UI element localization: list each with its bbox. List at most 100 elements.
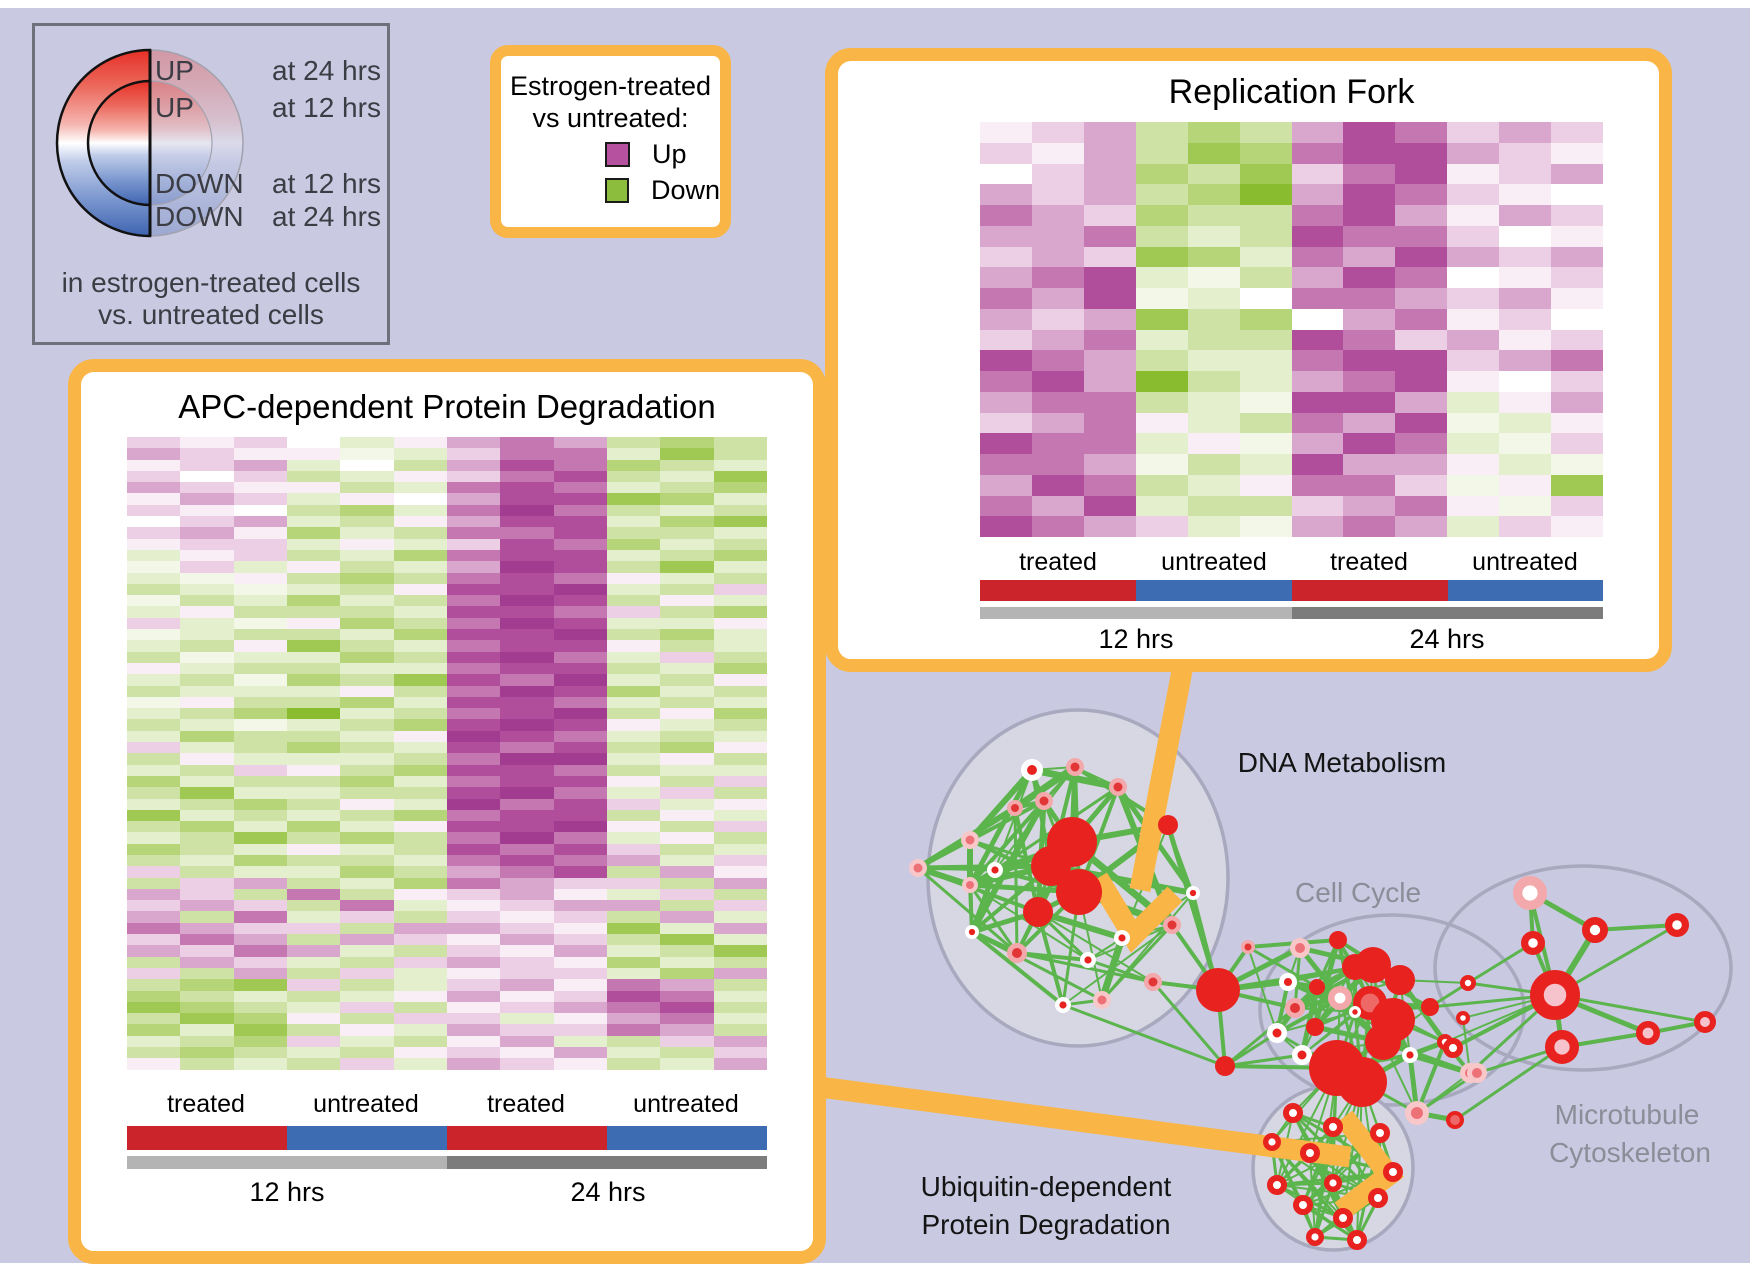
up-color-swatch: [605, 142, 630, 167]
heatmap-cell: [180, 674, 234, 686]
heatmap-cell: [500, 798, 554, 810]
heatmap-cell: [713, 1035, 767, 1048]
heatmap-cell: [1187, 184, 1240, 205]
heatmap-cell: [1447, 495, 1500, 517]
heatmap-cell: [500, 674, 554, 686]
heatmap-cell: [1499, 122, 1552, 143]
heatmap-cell: [180, 1047, 234, 1059]
heatmap-cell: [553, 459, 607, 471]
heatmap-cell: [500, 448, 554, 460]
network-node: [1520, 930, 1545, 955]
network-edge: [1313, 1182, 1335, 1238]
heatmap-cell: [606, 448, 661, 460]
heatmap-cell: [180, 572, 234, 584]
heatmap-cell: [340, 922, 394, 935]
heatmap-cell: [340, 832, 394, 844]
heatmap-cell: [393, 437, 447, 449]
heatmap-cell: [233, 809, 287, 822]
heatmap-cell: [606, 956, 661, 968]
heatmap-cell: [1083, 288, 1136, 309]
heatmap-cell: [1291, 329, 1344, 351]
heatmap-cell: [1135, 516, 1188, 537]
heatmap-cell: [980, 267, 1032, 288]
heatmap-row: [127, 493, 767, 505]
network-edge: [1037, 911, 1154, 983]
heatmap-cell: [446, 934, 501, 946]
replication-fork-title: Replication Fork: [1168, 73, 1415, 111]
network-edge: [1309, 1152, 1316, 1238]
network-edge: [1294, 1007, 1356, 1013]
heatmap-cell: [660, 448, 714, 460]
heatmap-cell: [1187, 391, 1240, 413]
heatmap-cell: [553, 967, 607, 980]
heatmap-cell: [233, 956, 287, 968]
heatmap-cell: [1343, 122, 1396, 143]
heatmap-cell: [233, 798, 287, 810]
heatmap-cell: [1083, 329, 1136, 351]
heatmap-cell: [127, 809, 181, 822]
heatmap-cell: [553, 470, 607, 483]
heatmap-cell: [500, 854, 554, 867]
heatmap-cell: [713, 832, 767, 844]
heatmap-cell: [660, 798, 714, 810]
heatmap-cell: [553, 493, 607, 505]
heatmap-cell: [1291, 184, 1344, 205]
heatmap-cell: [1239, 184, 1292, 205]
heatmap-cell: [713, 1058, 767, 1070]
heatmap-cell: [606, 1024, 661, 1036]
heatmap-cell: [1551, 474, 1604, 496]
heatmap-cell: [713, 482, 767, 494]
heatmap-cell: [660, 877, 714, 889]
heatmap-cell: [660, 470, 714, 483]
heatmap-cell: [180, 595, 234, 607]
heatmap-cell: [233, 843, 287, 855]
heatmap-row: [980, 225, 1604, 247]
heatmap-cell: [713, 979, 767, 991]
heatmap-cell: [606, 470, 661, 483]
heatmap-cell: [553, 448, 607, 460]
heatmap-cell: [233, 934, 287, 946]
heatmap-cell: [500, 617, 554, 630]
heatmap-cell: [1499, 412, 1552, 434]
heatmap-cell: [1499, 371, 1552, 392]
heatmap-cell: [286, 730, 341, 743]
heatmap-cell: [1031, 246, 1084, 268]
heatmap-cell: [660, 617, 714, 630]
heatmap-cell: [1291, 288, 1344, 309]
heatmap-cell: [286, 572, 341, 584]
heatmap-cell: [1187, 225, 1240, 247]
circle-legend-box: UP at 24 hrs UP at 12 hrs DOWN at 12 hrs…: [32, 23, 390, 345]
heatmap-cell: [446, 1035, 501, 1048]
heatmap-cell: [340, 549, 394, 562]
heatmap-cell: [1291, 412, 1344, 434]
heatmap-cell: [606, 696, 661, 709]
heatmap-cell: [1291, 371, 1344, 392]
heatmap-cell: [606, 1013, 661, 1025]
heatmap-cell: [180, 629, 234, 641]
heatmap-cell: [1239, 122, 1292, 143]
heatmap-cell: [1447, 454, 1500, 475]
rep-group-label-untreated-24: untreated: [1472, 548, 1578, 576]
heatmap-cell: [1551, 308, 1604, 330]
heatmap-cell: [1031, 412, 1084, 434]
heatmap-cell: [286, 956, 341, 968]
network-edge: [917, 866, 1018, 955]
heatmap-cell: [446, 764, 501, 776]
heatmap-cell: [660, 685, 714, 697]
heatmap-cell: [180, 1024, 234, 1036]
heatmap-cell: [233, 459, 287, 471]
heatmap-cell: [1239, 308, 1292, 330]
heatmap-cell: [1395, 225, 1448, 247]
heatmap-cell: [127, 640, 181, 652]
heatmap-cell: [446, 775, 501, 788]
heatmap-cell: [1083, 246, 1136, 268]
heatmap-cell: [606, 538, 661, 550]
heatmap-cell: [500, 1047, 554, 1059]
heatmap-cell: [660, 595, 714, 607]
heatmap-cell: [286, 854, 341, 867]
heatmap-cell: [1031, 288, 1084, 309]
heatmap-cell: [553, 1035, 607, 1048]
heatmap-cell: [180, 798, 234, 810]
heatmap-cell: [713, 674, 767, 686]
heatmap-cell: [1135, 371, 1188, 392]
